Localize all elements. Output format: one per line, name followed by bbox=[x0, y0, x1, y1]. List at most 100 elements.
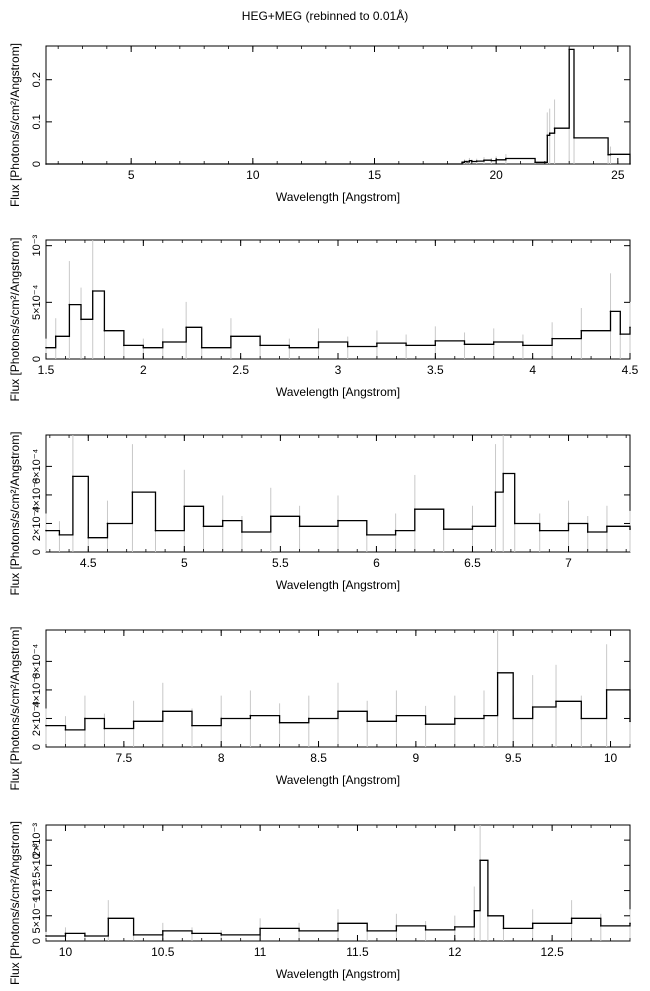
x-axis-label: Wavelength [Angstrom] bbox=[276, 967, 400, 981]
x-axis-label: Wavelength [Angstrom] bbox=[276, 190, 400, 204]
data-point bbox=[278, 721, 281, 724]
error-bars bbox=[461, 46, 612, 164]
data-point bbox=[221, 519, 224, 522]
data-point bbox=[259, 344, 261, 347]
data-point bbox=[317, 341, 320, 343]
data-point bbox=[154, 529, 157, 532]
data-point bbox=[45, 529, 47, 532]
data-point bbox=[531, 922, 534, 925]
data-point bbox=[64, 932, 67, 935]
data-point bbox=[54, 335, 57, 338]
y-tick-label: 0 bbox=[31, 161, 43, 167]
data-point bbox=[103, 727, 106, 730]
data-point bbox=[494, 491, 497, 493]
data-point bbox=[366, 930, 369, 932]
y-tick-label: 6×10⁻⁴ bbox=[31, 643, 43, 679]
data-point bbox=[131, 491, 134, 493]
data-point bbox=[72, 475, 74, 478]
data-point bbox=[548, 132, 551, 135]
x-tick-label: 7.5 bbox=[116, 751, 133, 765]
x-tick-label: 12.5 bbox=[540, 945, 564, 959]
data-point bbox=[619, 333, 622, 335]
data-point bbox=[607, 153, 609, 156]
y-tick-label: 0 bbox=[31, 938, 43, 944]
data-point bbox=[424, 723, 427, 725]
y-tick-label: 6×10⁻⁴ bbox=[31, 448, 43, 484]
y-tick-label: 4×10⁻⁴ bbox=[31, 672, 43, 708]
data-point bbox=[463, 160, 466, 163]
data-point bbox=[103, 329, 106, 332]
x-tick-label: 6 bbox=[373, 556, 380, 570]
data-point bbox=[162, 341, 164, 343]
data-point bbox=[434, 340, 437, 342]
data-point bbox=[183, 505, 186, 508]
data-point bbox=[468, 159, 471, 162]
chart-panel-4: 7.5 8 8.5 9 9.5 10 0 2×10⁻⁴4×10⁻⁴6×10⁻⁴ Waveleng… bbox=[8, 626, 631, 791]
chart-panel-5: 10 10.5 11 11.5 12 12.5 0 5×10⁻⁴10⁻³1.5×10⁻³2×1… bbox=[8, 821, 631, 985]
data-point bbox=[58, 534, 61, 536]
data-point bbox=[142, 346, 145, 349]
data-point bbox=[64, 729, 67, 731]
y-tick-label: 2×10⁻⁴ bbox=[31, 701, 43, 737]
y-tick-label: 0 bbox=[31, 356, 43, 362]
data-point bbox=[346, 345, 349, 348]
data-point bbox=[220, 717, 222, 720]
data-point bbox=[288, 346, 291, 349]
data-point bbox=[496, 672, 499, 674]
chart-panel-1: 5 10 15 20 25 0 0.1 0.2 Wavelength [Angstrom] Flu… bbox=[8, 43, 631, 207]
data-point bbox=[298, 525, 301, 528]
y-tick-label: 4×10⁻⁴ bbox=[31, 477, 43, 513]
data-point bbox=[473, 909, 476, 912]
data-point bbox=[573, 137, 575, 139]
error-bars bbox=[45, 435, 631, 552]
data-point bbox=[466, 161, 468, 163]
y-tick-label: 2×10⁻⁴ bbox=[31, 506, 43, 542]
x-axis-label: Wavelength [Angstrom] bbox=[276, 578, 400, 592]
x-tick-label: 3 bbox=[335, 363, 342, 377]
data-point bbox=[298, 930, 300, 932]
data-point bbox=[629, 326, 631, 329]
data-point bbox=[553, 127, 556, 129]
chart-panel-3: 4.5 5 5.5 6 6.5 7 0 2×10⁻⁴4×10⁻⁴6×10⁻⁴ Wavelengt… bbox=[8, 431, 631, 596]
data-point bbox=[241, 531, 243, 533]
data-point bbox=[454, 717, 456, 720]
data-point bbox=[580, 329, 583, 332]
y-tick-label: 1.5×10⁻³ bbox=[31, 843, 43, 887]
data-point bbox=[555, 700, 557, 703]
data-point bbox=[600, 925, 602, 927]
x-tick-label: 1.5 bbox=[38, 363, 55, 377]
data-point bbox=[366, 534, 368, 536]
data-point bbox=[132, 720, 135, 723]
x-tick-label: 9 bbox=[413, 751, 420, 765]
data-point bbox=[230, 335, 232, 338]
y-axis-label: Flux [Photons/s/cm²/Angstrom] bbox=[8, 237, 22, 401]
data-point bbox=[531, 706, 534, 708]
data-point bbox=[629, 528, 631, 530]
data-point bbox=[249, 714, 252, 717]
x-tick-label: 15 bbox=[368, 168, 382, 182]
data-point bbox=[200, 346, 203, 349]
data-point bbox=[442, 528, 445, 530]
data-point bbox=[492, 341, 495, 343]
y-tick-label: 0 bbox=[31, 744, 43, 750]
x-tick-label: 9.5 bbox=[505, 751, 522, 765]
plot-frame bbox=[45, 239, 631, 360]
data-point bbox=[629, 922, 631, 925]
data-point bbox=[191, 724, 193, 727]
x-tick-label: 4.5 bbox=[622, 363, 639, 377]
data-point bbox=[84, 717, 86, 720]
data-point bbox=[185, 326, 187, 329]
y-axis-label: Flux [Photons/s/cm²/Angstrom] bbox=[8, 431, 22, 595]
data-point bbox=[483, 714, 485, 717]
data-point bbox=[479, 859, 481, 862]
figure-title: HEG+MEG (rebinned to 0.01Å) bbox=[241, 9, 409, 23]
x-tick-label: 3.5 bbox=[427, 363, 444, 377]
data-point bbox=[45, 935, 47, 937]
series-line bbox=[46, 290, 631, 349]
y-axis-label: Flux [Photons/s/cm²/Angstrom] bbox=[8, 626, 22, 790]
x-tick-label: 12 bbox=[448, 945, 462, 959]
data-point bbox=[106, 522, 109, 525]
data-point bbox=[337, 519, 339, 522]
data-point bbox=[337, 922, 339, 925]
y-tick-label: 10⁻³ bbox=[31, 234, 43, 256]
